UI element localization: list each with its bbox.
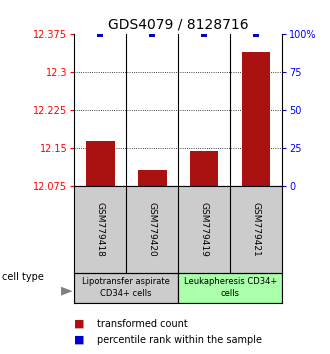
Bar xyxy=(138,170,167,186)
Title: GDS4079 / 8128716: GDS4079 / 8128716 xyxy=(108,17,248,31)
Text: ■: ■ xyxy=(74,319,85,329)
Text: GSM779420: GSM779420 xyxy=(148,202,157,257)
Text: cell type: cell type xyxy=(2,272,44,282)
Text: GSM779421: GSM779421 xyxy=(252,202,261,257)
Polygon shape xyxy=(61,287,73,296)
Point xyxy=(98,31,103,36)
Point xyxy=(202,31,207,36)
Text: percentile rank within the sample: percentile rank within the sample xyxy=(97,335,262,345)
Bar xyxy=(242,52,271,186)
Bar xyxy=(178,273,282,303)
Point xyxy=(253,31,259,36)
Bar xyxy=(190,152,218,186)
Text: ■: ■ xyxy=(74,335,85,345)
Text: GSM779418: GSM779418 xyxy=(96,202,105,257)
Bar xyxy=(74,273,178,303)
Point xyxy=(149,31,155,36)
Text: Leukapheresis CD34+
cells: Leukapheresis CD34+ cells xyxy=(183,277,277,298)
Text: GSM779419: GSM779419 xyxy=(200,202,209,257)
Text: Lipotransfer aspirate
CD34+ cells: Lipotransfer aspirate CD34+ cells xyxy=(82,277,170,298)
Text: transformed count: transformed count xyxy=(97,319,188,329)
Bar xyxy=(86,141,115,186)
